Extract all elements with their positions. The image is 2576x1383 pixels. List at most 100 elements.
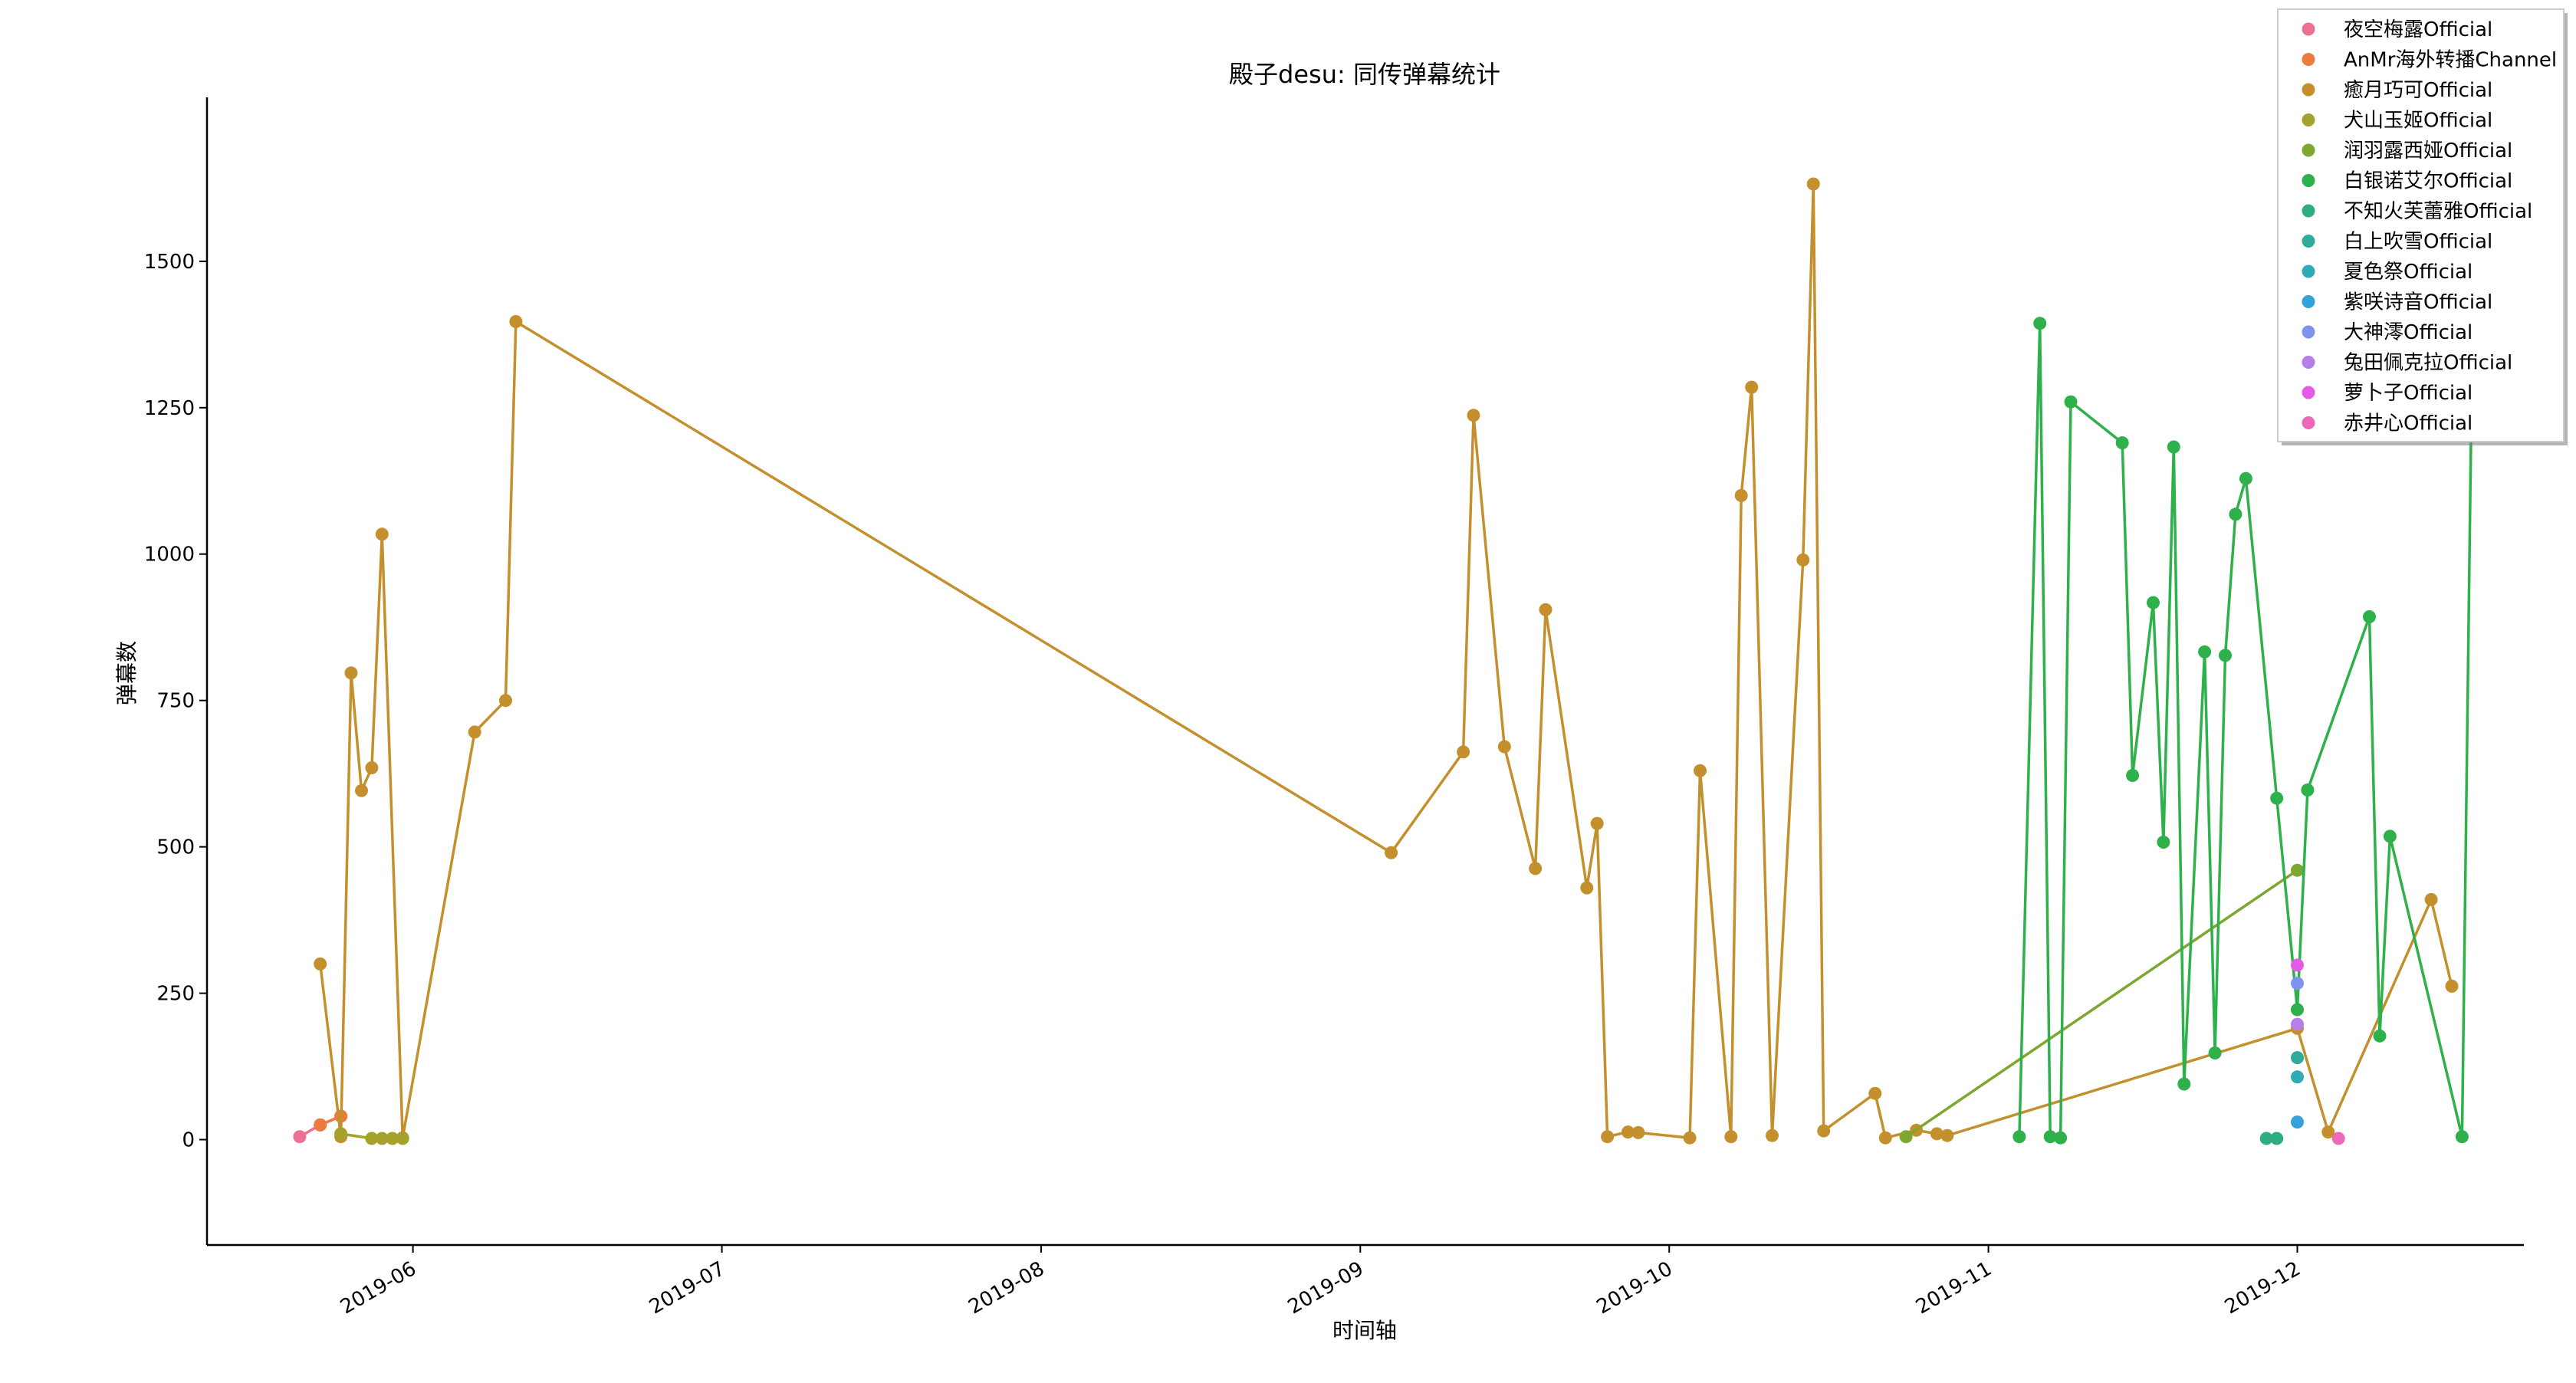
data-point (1817, 1124, 1831, 1138)
data-point (1601, 1130, 1615, 1144)
legend-label: 大神澪Official (2344, 321, 2472, 344)
data-point (2445, 979, 2459, 993)
series-10 (2291, 977, 2304, 990)
legend-marker (2302, 325, 2315, 339)
data-point (2229, 508, 2242, 521)
data-point (1580, 881, 1594, 895)
legend-marker (2302, 235, 2315, 248)
legend-label: 不知火芙蕾雅Official (2344, 200, 2532, 223)
data-point (2291, 958, 2304, 972)
data-point (396, 1132, 409, 1145)
data-point (499, 694, 512, 708)
data-point (1899, 1130, 1913, 1144)
data-point (386, 1132, 399, 1145)
data-point (1631, 1125, 1645, 1139)
legend-marker (2302, 264, 2315, 278)
data-point (2219, 649, 2232, 662)
data-point (1622, 1125, 1635, 1139)
data-point (1930, 1127, 1944, 1141)
data-point (2043, 1130, 2057, 1144)
data-point (2198, 645, 2212, 659)
data-point (2291, 1003, 2304, 1017)
series-3 (334, 1127, 409, 1145)
legend-label: 萝卜子Official (2344, 382, 2472, 405)
data-point (355, 783, 368, 797)
data-point (2270, 1132, 2284, 1145)
data-point (2054, 1131, 2068, 1145)
data-point (365, 761, 379, 774)
data-point (2115, 436, 2129, 450)
data-point (2331, 1132, 2345, 1145)
data-point (1539, 603, 1552, 616)
legend-label: 白上吹雪Official (2344, 231, 2492, 254)
legend-label: 犬山玉姬Official (2344, 110, 2492, 133)
legend-marker (2302, 113, 2315, 126)
series-11 (2291, 1017, 2304, 1031)
legend-label: 癒月巧可Official (2344, 79, 2492, 102)
data-point (1385, 846, 1398, 859)
legend-label: 紫咲诗音Official (2344, 291, 2492, 314)
data-point (1940, 1128, 1954, 1142)
series-line (1905, 869, 2298, 1138)
data-point (2259, 1132, 2273, 1145)
series-6 (2259, 1132, 2284, 1145)
series-4 (1899, 863, 2304, 1144)
data-point (1766, 1128, 1779, 1142)
data-point (1694, 764, 1707, 777)
data-point (2157, 836, 2170, 849)
data-point (344, 666, 358, 680)
legend-marker (2302, 295, 2315, 308)
y-tick-label: 750 (156, 690, 195, 713)
legend-marker (2302, 416, 2315, 429)
data-point (2208, 1046, 2222, 1059)
series-line (2018, 322, 2474, 1139)
data-point (2147, 596, 2160, 609)
data-point (2177, 1077, 2191, 1091)
legend: 夜空梅露Official AnMr海外转播Channel 癒月巧可Official 犬… (2277, 8, 2568, 445)
series-9 (2291, 1115, 2304, 1129)
y-tick-label: 1250 (144, 397, 195, 420)
legend-label: 夜空梅露Official (2344, 18, 2492, 41)
data-point (509, 315, 523, 328)
data-point (2363, 610, 2376, 623)
data-point (1724, 1130, 1738, 1144)
legend-items: 夜空梅露Official AnMr海外转播Channel 癒月巧可Official 犬… (2302, 18, 2557, 435)
y-axis-label: 弹幕数 (114, 641, 140, 705)
data-point (2239, 471, 2252, 485)
legend-label: 夏色祭Official (2344, 261, 2472, 284)
data-point (2167, 440, 2180, 454)
series-8 (2291, 1070, 2304, 1084)
data-point (2013, 1130, 2026, 1144)
data-point (1878, 1131, 1892, 1145)
legend-label: 赤井心Official (2344, 412, 2472, 435)
legend-marker (2302, 174, 2315, 187)
data-point (1734, 488, 1748, 502)
data-point (2291, 977, 2304, 990)
data-point (1590, 816, 1604, 830)
data-point (314, 957, 327, 971)
legend-marker (2302, 386, 2315, 399)
y-tick-label: 1500 (144, 251, 195, 274)
legend-marker (2302, 53, 2315, 66)
data-point (468, 725, 481, 739)
legend-label: 兔田佩克拉Official (2344, 352, 2512, 375)
data-point (1457, 745, 1470, 759)
legend-label: 润羽露西娅Official (2344, 140, 2512, 163)
legend-marker (2302, 143, 2315, 157)
y-tick-label: 0 (182, 1129, 195, 1152)
data-point (2291, 1115, 2304, 1129)
data-point (1868, 1086, 1882, 1100)
data-point (2321, 1125, 2335, 1139)
data-point (2291, 1070, 2304, 1084)
data-point (2291, 1051, 2304, 1065)
data-point (375, 1132, 389, 1145)
legend-marker (2302, 83, 2315, 97)
data-point (1683, 1131, 1697, 1145)
data-point (1529, 862, 1543, 875)
x-axis-label: 时间轴 (1332, 1318, 1397, 1343)
data-point (375, 527, 389, 541)
data-point (2270, 791, 2284, 805)
legend-marker (2302, 356, 2315, 369)
data-point (365, 1132, 379, 1145)
